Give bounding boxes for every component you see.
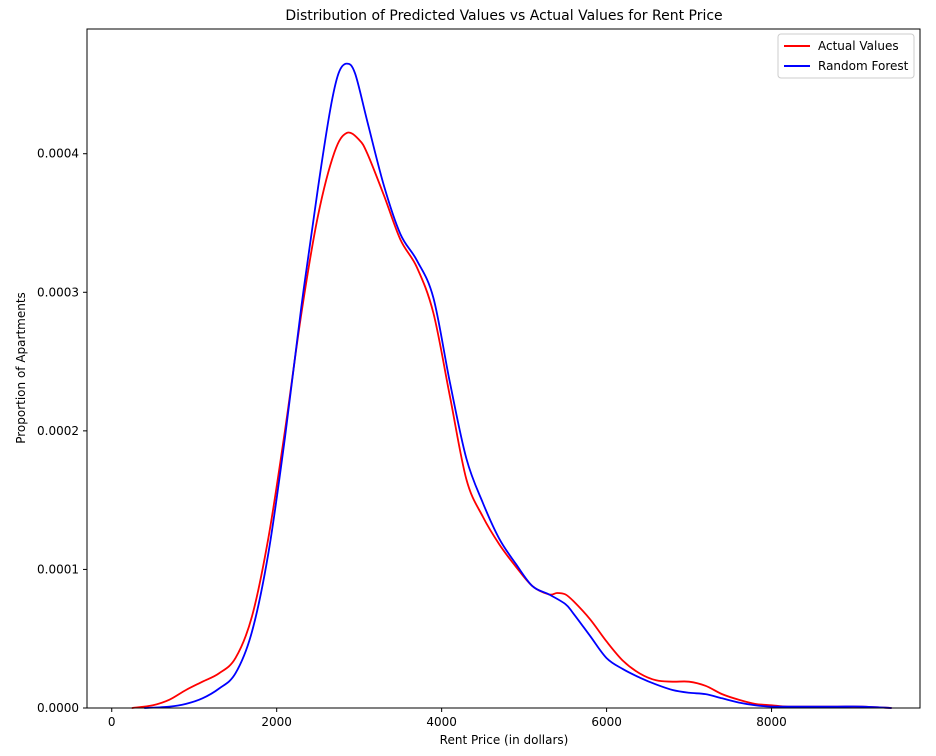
legend-box bbox=[777, 33, 915, 79]
x-tick-label: 2000 bbox=[261, 715, 292, 729]
y-tick-label: 0.0001 bbox=[37, 562, 79, 576]
x-axis-ticks: 0 2000 4000 6000 8000 bbox=[108, 708, 787, 729]
plot-frame bbox=[86, 28, 921, 709]
chart-title: Distribution of Predicted Values vs Actu… bbox=[285, 8, 722, 24]
series-line-2 bbox=[143, 62, 893, 709]
x-tick-label: 6000 bbox=[591, 715, 622, 729]
y-tick-label: 0.0003 bbox=[37, 285, 79, 299]
legend-label: Random Forest bbox=[818, 59, 909, 73]
series-line-1 bbox=[131, 131, 893, 709]
x-axis-title: Rent Price (in dollars) bbox=[440, 733, 569, 747]
y-axis-title: Proportion of Apartments bbox=[14, 292, 28, 444]
y-tick-label: 0.0002 bbox=[37, 424, 79, 438]
plot-area bbox=[86, 28, 921, 709]
x-tick-label: 8000 bbox=[756, 715, 787, 729]
legend: Actual Values Random Forest bbox=[777, 33, 915, 79]
legend-label: Actual Values bbox=[818, 39, 899, 53]
y-tick-label: 0.0004 bbox=[37, 147, 79, 161]
y-tick-label: 0.0000 bbox=[37, 701, 79, 715]
x-tick-label: 4000 bbox=[426, 715, 457, 729]
y-axis-ticks: 0.0000 0.0001 0.0002 0.0003 0.0004 bbox=[37, 147, 87, 715]
x-tick-label: 0 bbox=[108, 715, 116, 729]
